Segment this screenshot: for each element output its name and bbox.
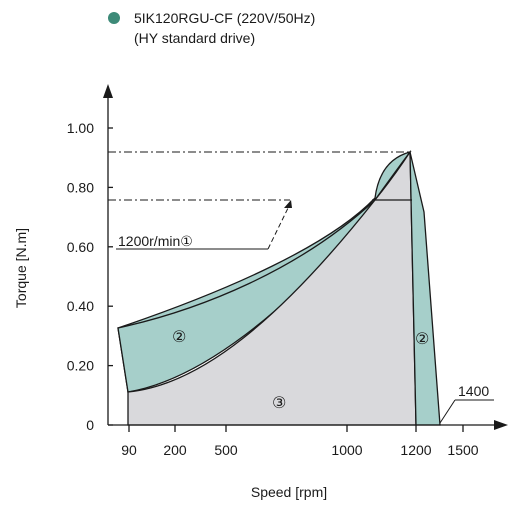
region-continuous-area — [127, 149, 417, 426]
y-ticks: 0 0.20 0.40 0.60 0.80 1.00 — [67, 120, 113, 433]
max-speed-label: 1400 — [458, 383, 489, 399]
x-tick-label: 1000 — [331, 442, 362, 458]
region-short-time-right — [409, 151, 441, 426]
rated-speed-label: 1200r/min① — [118, 233, 193, 249]
region-2-label-right: ② — [415, 331, 429, 348]
max-speed-leader-diagonal — [439, 399, 456, 424]
region-2-label-left: ② — [172, 329, 186, 346]
y-tick-label: 0.80 — [67, 179, 94, 195]
y-tick-label: 1.00 — [67, 120, 94, 136]
y-tick-label: 0.20 — [67, 358, 94, 374]
x-tick-label: 1200 — [400, 442, 431, 458]
y-tick-label: 0.40 — [67, 298, 94, 314]
x-tick-label: 1500 — [447, 442, 478, 458]
x-tick-label: 500 — [214, 442, 238, 458]
y-tick-label: 0.60 — [67, 239, 94, 255]
region-3-label: ③ — [272, 395, 286, 412]
x-tick-label: 90 — [121, 442, 137, 458]
x-ticks: 90 200 500 1000 1200 1500 — [121, 425, 479, 458]
legend-label-model: 5IK120RGU-CF (220V/50Hz) — [134, 10, 316, 26]
rated-leader-diagonal — [267, 203, 291, 250]
rated-leader-arrow — [284, 200, 292, 208]
y-axis-arrow — [103, 84, 113, 98]
legend-marker — [108, 12, 120, 24]
x-axis-label: Speed [rpm] — [251, 484, 327, 500]
legend-label-drive: (HY standard drive) — [134, 30, 256, 46]
y-axis-label: Torque [N.m] — [13, 228, 29, 308]
y-tick-label: 0 — [86, 417, 94, 433]
legend: 5IK120RGU-CF (220V/50Hz) (HY standard dr… — [108, 8, 315, 48]
x-tick-label: 200 — [163, 442, 187, 458]
x-axis-arrow — [494, 420, 508, 430]
